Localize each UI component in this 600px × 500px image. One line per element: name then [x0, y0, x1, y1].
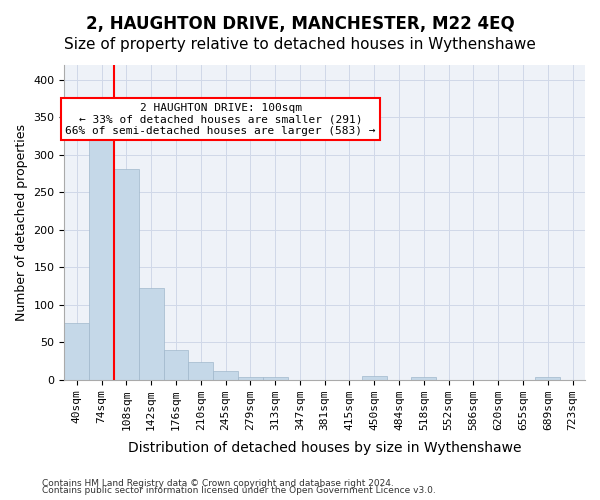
Text: 2, HAUGHTON DRIVE, MANCHESTER, M22 4EQ: 2, HAUGHTON DRIVE, MANCHESTER, M22 4EQ	[86, 15, 514, 33]
Text: Contains HM Land Registry data © Crown copyright and database right 2024.: Contains HM Land Registry data © Crown c…	[42, 478, 394, 488]
X-axis label: Distribution of detached houses by size in Wythenshawe: Distribution of detached houses by size …	[128, 441, 521, 455]
Bar	[238, 376, 263, 380]
Bar	[139, 288, 164, 380]
Bar	[412, 378, 436, 380]
Bar	[213, 372, 238, 380]
Bar	[263, 376, 287, 380]
Bar	[89, 138, 114, 380]
Bar	[114, 169, 139, 380]
Bar	[188, 362, 213, 380]
Bar	[64, 324, 89, 380]
Text: Contains public sector information licensed under the Open Government Licence v3: Contains public sector information licen…	[42, 486, 436, 495]
Bar	[164, 350, 188, 380]
Y-axis label: Number of detached properties: Number of detached properties	[15, 124, 28, 321]
Bar	[362, 376, 386, 380]
Text: 2 HAUGHTON DRIVE: 100sqm
← 33% of detached houses are smaller (291)
66% of semi-: 2 HAUGHTON DRIVE: 100sqm ← 33% of detach…	[65, 103, 376, 136]
Bar	[535, 378, 560, 380]
Text: Size of property relative to detached houses in Wythenshawe: Size of property relative to detached ho…	[64, 38, 536, 52]
